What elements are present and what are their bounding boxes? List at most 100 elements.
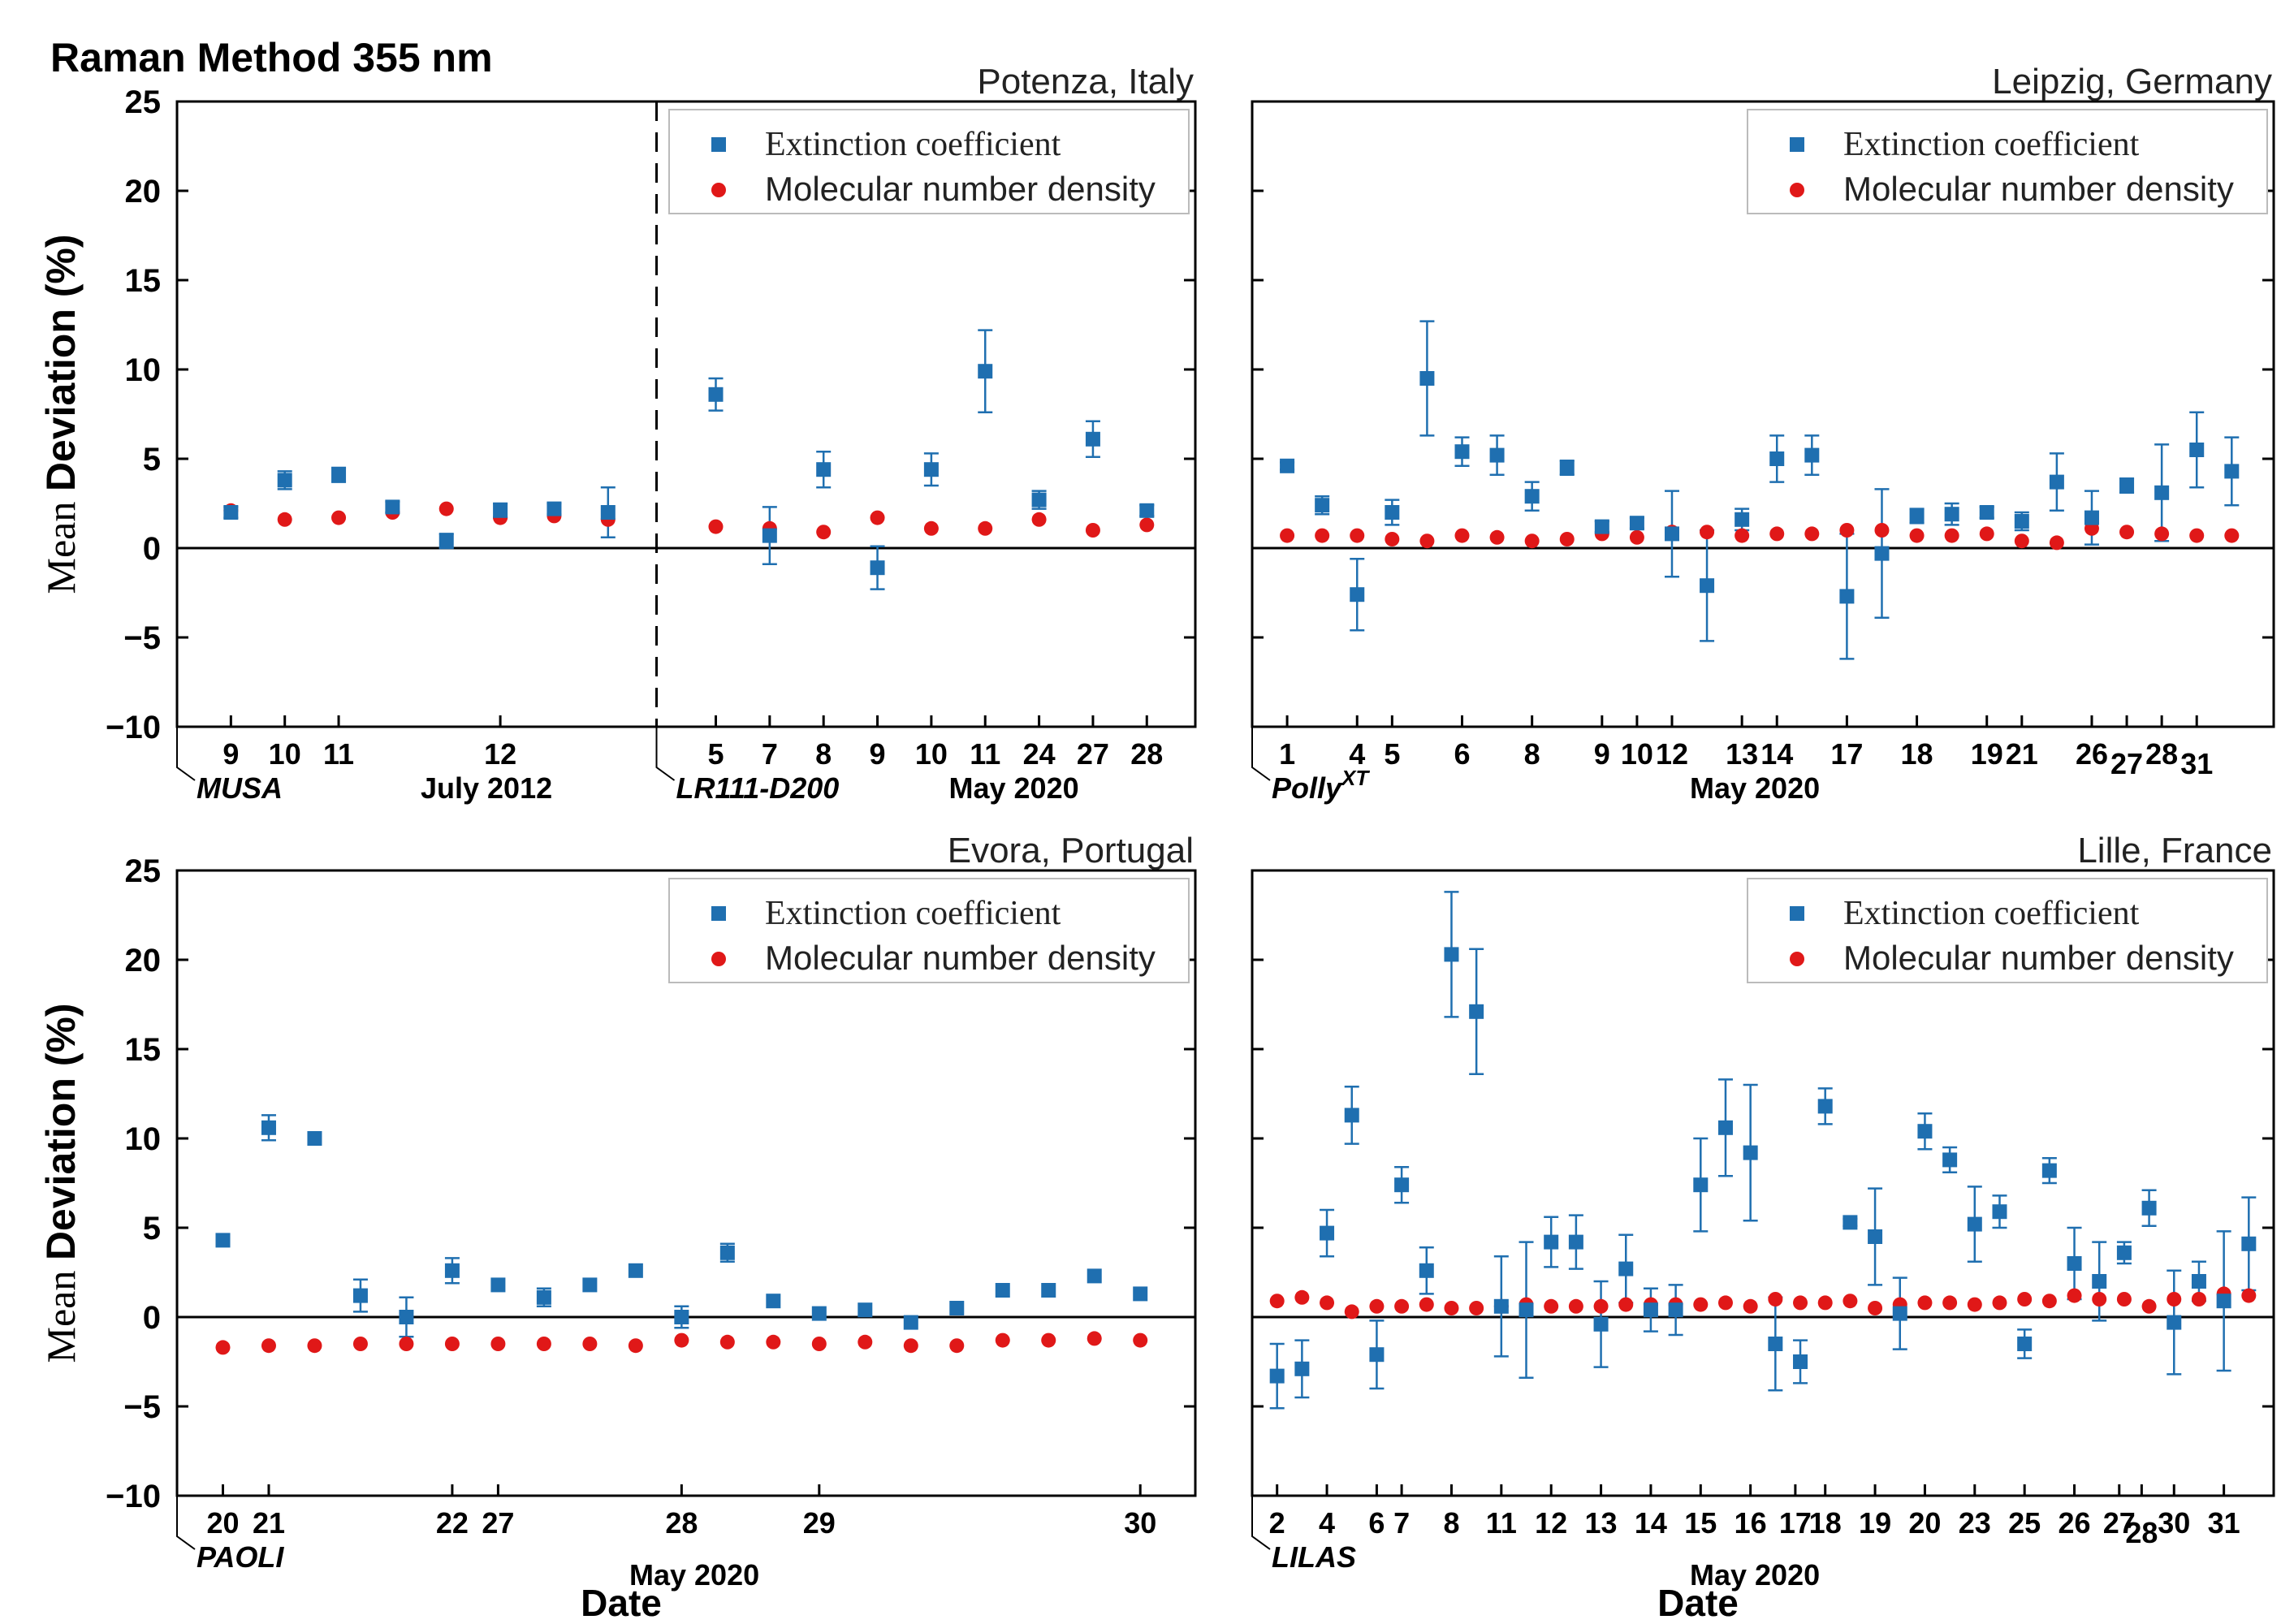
extinction-point (1593, 1316, 1609, 1332)
x-tick-label: 9 (1594, 737, 1610, 771)
y-tick-label: 15 (125, 1032, 162, 1068)
molecular-point (352, 1337, 368, 1351)
x-tick-label: 18 (1901, 737, 1933, 771)
x-tick-label: 27 (2103, 1506, 2136, 1540)
extinction-point (1489, 447, 1505, 463)
extinction-point (1454, 444, 1470, 460)
y-tick-label: 5 (143, 1211, 161, 1246)
extinction-point (582, 1277, 598, 1293)
legend-square-marker (1790, 906, 1804, 921)
extinction-point (261, 1120, 276, 1135)
extinction-point (1817, 1099, 1833, 1114)
y-tick-label: −5 (123, 620, 161, 656)
group-bracket (655, 727, 676, 781)
legend-square-marker (711, 137, 726, 152)
molecular-point (1992, 1295, 2007, 1311)
molecular-point (1768, 1292, 1783, 1307)
molecular-point (1454, 528, 1470, 543)
panel-title: Potenza, Italy (977, 62, 1194, 102)
extinction-point (2084, 510, 2099, 525)
legend-circle-marker (711, 183, 726, 197)
figure-heading: Raman Method 355 nm (50, 35, 493, 80)
molecular-point (438, 501, 454, 516)
extinction-point (2216, 1294, 2231, 1309)
system-name: LR111-D200 (676, 771, 840, 805)
molecular-point (674, 1332, 689, 1348)
x-axis-label: Date (1657, 1582, 1739, 1624)
legend-box (668, 878, 1190, 983)
molecular-point (1394, 1298, 1410, 1314)
molecular-point (331, 510, 347, 525)
panel-title: Leipzig, Germany (1992, 62, 2272, 102)
extinction-point (2167, 1315, 2182, 1330)
molecular-point (1041, 1332, 1056, 1348)
molecular-point (1793, 1295, 1808, 1311)
period-label: July 2012 (421, 771, 552, 805)
extinction-point (816, 462, 832, 477)
molecular-point (628, 1338, 643, 1354)
x-tick-label: 5 (1384, 737, 1400, 771)
x-tick-label: 28 (2125, 1516, 2158, 1549)
legend-circle-marker (711, 952, 726, 966)
extinction-point (1992, 1204, 2007, 1220)
molecular-point (1087, 1331, 1102, 1346)
legend-circle-marker (1790, 183, 1804, 197)
y-axis-label-word: Mean (38, 491, 84, 594)
y-tick-label: −5 (123, 1389, 161, 1425)
legend: Extinction coefficient Molecular number d… (1747, 109, 2268, 214)
x-tick-label: 12 (484, 737, 516, 771)
molecular-point (2116, 1292, 2132, 1307)
system-name-superscript: XT (1340, 766, 1370, 790)
extinction-point (1768, 1337, 1783, 1351)
panel-title: Lille, France (2077, 831, 2272, 870)
x-tick-label: 12 (1535, 1506, 1567, 1540)
x-tick-label: 8 (1524, 737, 1540, 771)
molecular-point (1344, 1304, 1359, 1320)
x-tick-label: 30 (1124, 1506, 1156, 1540)
extinction-point (1909, 508, 1925, 524)
system-name: MUSA (197, 771, 283, 805)
y-axis-label-word: Deviation (%) (38, 1003, 84, 1260)
molecular-point (1350, 528, 1365, 543)
x-tick-label: 29 (803, 1506, 836, 1540)
x-tick-label: 7 (1393, 1506, 1410, 1540)
extinction-point (1320, 1225, 1335, 1241)
extinction-point (1469, 1004, 1484, 1019)
extinction-point (1315, 498, 1330, 513)
molecular-point (2224, 528, 2240, 543)
extinction-point (766, 1294, 781, 1309)
molecular-point (1593, 1298, 1609, 1314)
extinction-point (1544, 1234, 1559, 1250)
x-tick-label: 28 (2145, 737, 2178, 771)
legend-box (668, 109, 1190, 214)
extinction-point (870, 560, 885, 576)
extinction-point (762, 528, 777, 543)
extinction-point (2041, 1163, 2057, 1178)
group-bracket (176, 1496, 196, 1550)
x-tick-label: 26 (2059, 1506, 2091, 1540)
molecular-point (1369, 1298, 1385, 1314)
molecular-point (1743, 1298, 1758, 1314)
period-label: May 2020 (1690, 771, 1820, 805)
molecular-point (261, 1338, 276, 1354)
extinction-point (1967, 1216, 1982, 1232)
y-tick-label: 10 (125, 352, 162, 388)
extinction-point (1139, 503, 1155, 518)
legend: Extinction coefficient Molecular number d… (1747, 878, 2268, 983)
extinction-point (600, 505, 616, 520)
extinction-point (978, 364, 993, 379)
extinction-point (1269, 1368, 1285, 1384)
x-tick-label: 11 (970, 737, 1000, 771)
molecular-point (719, 1334, 735, 1350)
y-tick-label: 0 (143, 1300, 161, 1336)
x-tick-label: 8 (815, 737, 832, 771)
extinction-point (674, 1310, 689, 1324)
extinction-point (628, 1263, 643, 1278)
extinction-point (1793, 1354, 1808, 1369)
extinction-point (949, 1301, 965, 1315)
molecular-point (1917, 1295, 1933, 1311)
extinction-point (1804, 447, 1820, 463)
